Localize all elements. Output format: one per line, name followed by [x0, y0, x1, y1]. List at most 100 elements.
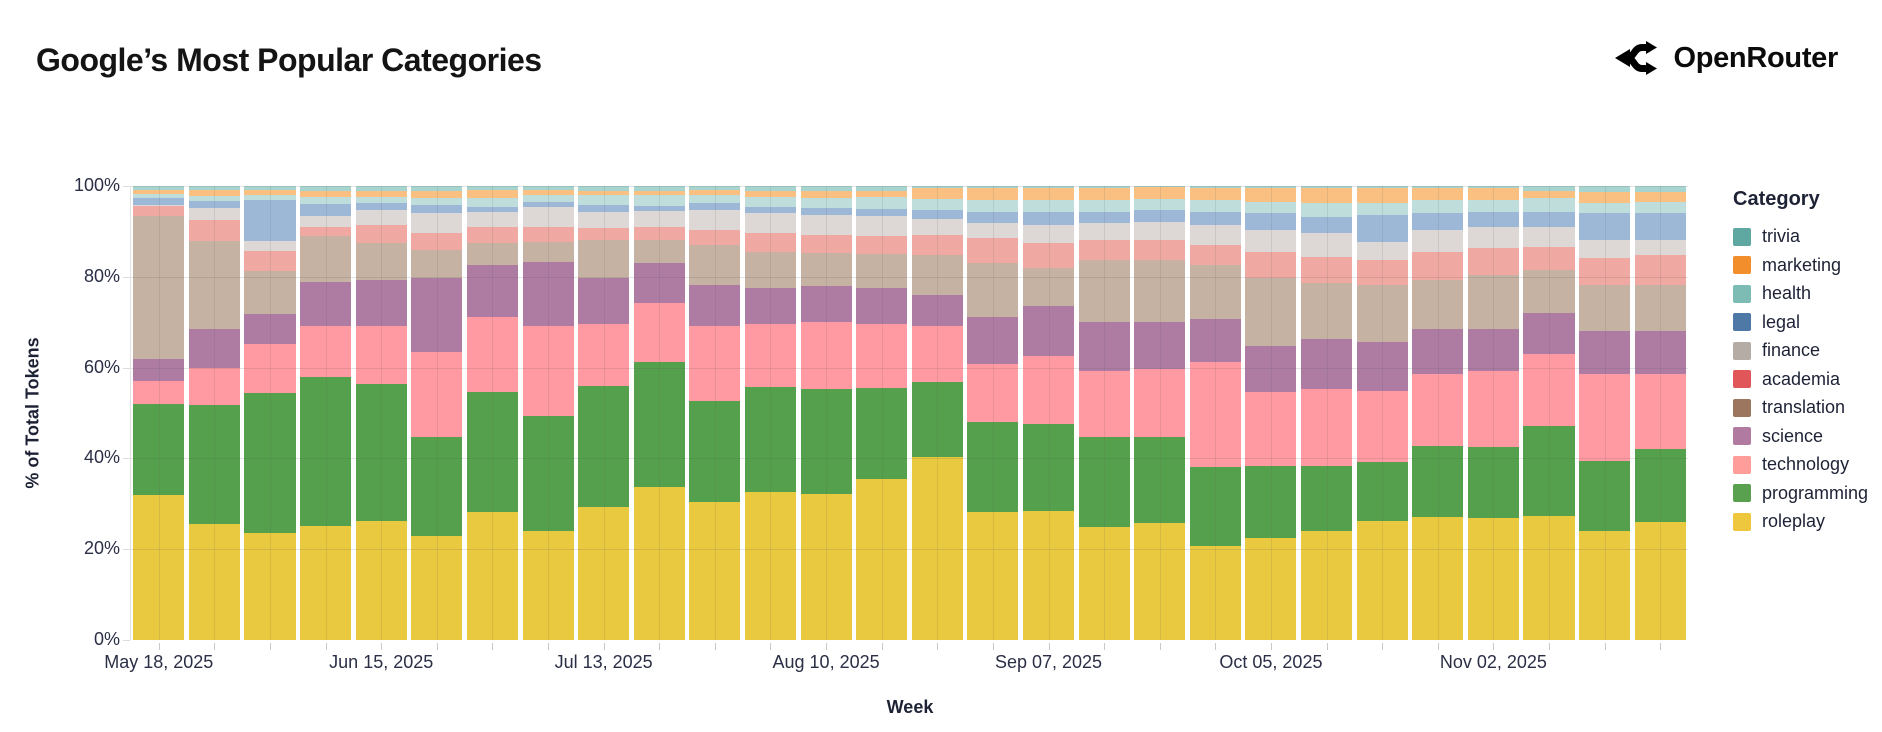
bar-segment-academia[interactable] [1467, 247, 1519, 275]
bar-segment-academia[interactable] [911, 235, 963, 255]
bar-segment-translation[interactable] [300, 235, 352, 282]
bar-segment-trivia[interactable] [1412, 186, 1464, 188]
bar-segment-programming[interactable] [1356, 461, 1408, 521]
bar-segment-technology[interactable] [1579, 373, 1631, 461]
bar-week[interactable] [1245, 186, 1297, 640]
bar-segment-marketing[interactable] [1579, 191, 1631, 203]
bar-segment-health[interactable] [1634, 201, 1686, 213]
bar-segment-technology[interactable] [1523, 354, 1575, 427]
bar-segment-technology[interactable] [1356, 391, 1408, 462]
bar-segment-roleplay[interactable] [800, 493, 852, 640]
bar-week[interactable] [856, 186, 908, 640]
bar-segment-science[interactable] [1467, 329, 1519, 372]
bar-week[interactable] [522, 186, 574, 640]
bar-segment-translation[interactable] [133, 215, 185, 359]
bar-segment-programming[interactable] [689, 401, 741, 502]
legend-item-technology[interactable]: technology [1733, 454, 1882, 474]
bar-segment-programming[interactable] [466, 392, 518, 512]
bar-segment-health[interactable] [800, 197, 852, 208]
bar-segment-finance[interactable] [1301, 232, 1353, 257]
bar-segment-translation[interactable] [1467, 274, 1519, 330]
bar-segment-health[interactable] [689, 195, 741, 203]
bar-segment-academia[interactable] [1579, 257, 1631, 285]
bar-segment-roleplay[interactable] [1245, 538, 1297, 640]
bar-segment-health[interactable] [578, 195, 630, 206]
bar-segment-finance[interactable] [1134, 221, 1186, 240]
bar-segment-academia[interactable] [1022, 242, 1075, 268]
bar-segment-technology[interactable] [633, 302, 685, 363]
bar-segment-academia[interactable] [188, 220, 240, 242]
bar-segment-science[interactable] [744, 287, 797, 325]
bar-segment-trivia[interactable] [1467, 186, 1519, 188]
bar-segment-science[interactable] [1189, 319, 1241, 363]
bar-segment-marketing[interactable] [744, 191, 797, 197]
bar-week[interactable] [1467, 186, 1519, 640]
bar-segment-finance[interactable] [744, 212, 797, 233]
bar-segment-technology[interactable] [1022, 356, 1075, 424]
bar-segment-trivia[interactable] [411, 186, 463, 192]
bar-segment-programming[interactable] [911, 382, 963, 458]
legend-item-marketing[interactable]: marketing [1733, 255, 1882, 275]
bar-segment-finance[interactable] [800, 215, 852, 235]
bar-week[interactable] [633, 185, 685, 640]
bar-week[interactable] [1634, 186, 1686, 640]
bar-segment-roleplay[interactable] [244, 533, 296, 640]
bar-segment-programming[interactable] [1579, 460, 1631, 531]
bar-segment-translation[interactable] [188, 241, 240, 330]
bar-segment-finance[interactable] [1189, 225, 1241, 245]
bar-segment-legal[interactable] [1579, 212, 1631, 240]
bar-segment-health[interactable] [1412, 200, 1464, 213]
bar-segment-science[interactable] [1245, 346, 1297, 393]
bar-segment-roleplay[interactable] [466, 511, 518, 640]
bar-segment-roleplay[interactable] [1356, 520, 1408, 640]
bar-segment-roleplay[interactable] [1022, 510, 1075, 640]
bar-segment-legal[interactable] [188, 200, 240, 209]
bar-week[interactable] [355, 185, 407, 640]
bar-segment-trivia[interactable] [1245, 186, 1297, 188]
bar-segment-marketing[interactable] [355, 190, 407, 197]
bar-segment-finance[interactable] [578, 211, 630, 228]
legend-item-roleplay[interactable]: roleplay [1733, 511, 1882, 531]
bar-segment-technology[interactable] [411, 352, 463, 438]
bar-segment-academia[interactable] [355, 225, 407, 243]
bar-segment-translation[interactable] [1412, 279, 1464, 330]
bar-week[interactable] [244, 186, 296, 640]
bar-segment-programming[interactable] [1301, 465, 1353, 531]
bar-segment-programming[interactable] [800, 388, 852, 494]
bar-segment-marketing[interactable] [1245, 187, 1297, 202]
bar-segment-translation[interactable] [522, 241, 574, 262]
bar-segment-translation[interactable] [1523, 269, 1575, 313]
bar-segment-health[interactable] [1356, 202, 1408, 216]
bar-week[interactable] [300, 186, 352, 640]
bar-segment-technology[interactable] [1078, 371, 1130, 438]
bar-week[interactable] [188, 185, 240, 640]
bar-segment-science[interactable] [1579, 331, 1631, 374]
bar-segment-finance[interactable] [244, 240, 296, 252]
bar-week[interactable] [1134, 186, 1186, 640]
bar-segment-translation[interactable] [466, 242, 518, 265]
bar-segment-health[interactable] [633, 195, 685, 207]
bar-segment-science[interactable] [1301, 339, 1353, 389]
bar-segment-science[interactable] [911, 294, 963, 327]
bar-segment-health[interactable] [300, 197, 352, 205]
bar-segment-roleplay[interactable] [856, 478, 908, 640]
bar-segment-academia[interactable] [1189, 244, 1241, 265]
bar-segment-finance[interactable] [1356, 241, 1408, 260]
bar-segment-trivia[interactable] [300, 186, 352, 192]
bar-segment-health[interactable] [911, 199, 963, 211]
bar-segment-science[interactable] [689, 284, 741, 327]
bar-segment-academia[interactable] [522, 226, 574, 242]
bar-segment-legal[interactable] [466, 206, 518, 212]
bar-segment-marketing[interactable] [522, 190, 574, 196]
legend-item-translation[interactable]: translation [1733, 397, 1882, 417]
bar-segment-programming[interactable] [1523, 426, 1575, 516]
bar-segment-legal[interactable] [1189, 211, 1241, 226]
bar-segment-trivia[interactable] [967, 186, 1019, 188]
bar-segment-finance[interactable] [633, 211, 685, 227]
bar-segment-translation[interactable] [244, 270, 296, 315]
bar-segment-roleplay[interactable] [689, 501, 741, 640]
bar-segment-legal[interactable] [578, 205, 630, 212]
bar-segment-technology[interactable] [744, 324, 797, 388]
bar-segment-science[interactable] [1022, 306, 1075, 357]
bar-segment-roleplay[interactable] [633, 486, 685, 640]
